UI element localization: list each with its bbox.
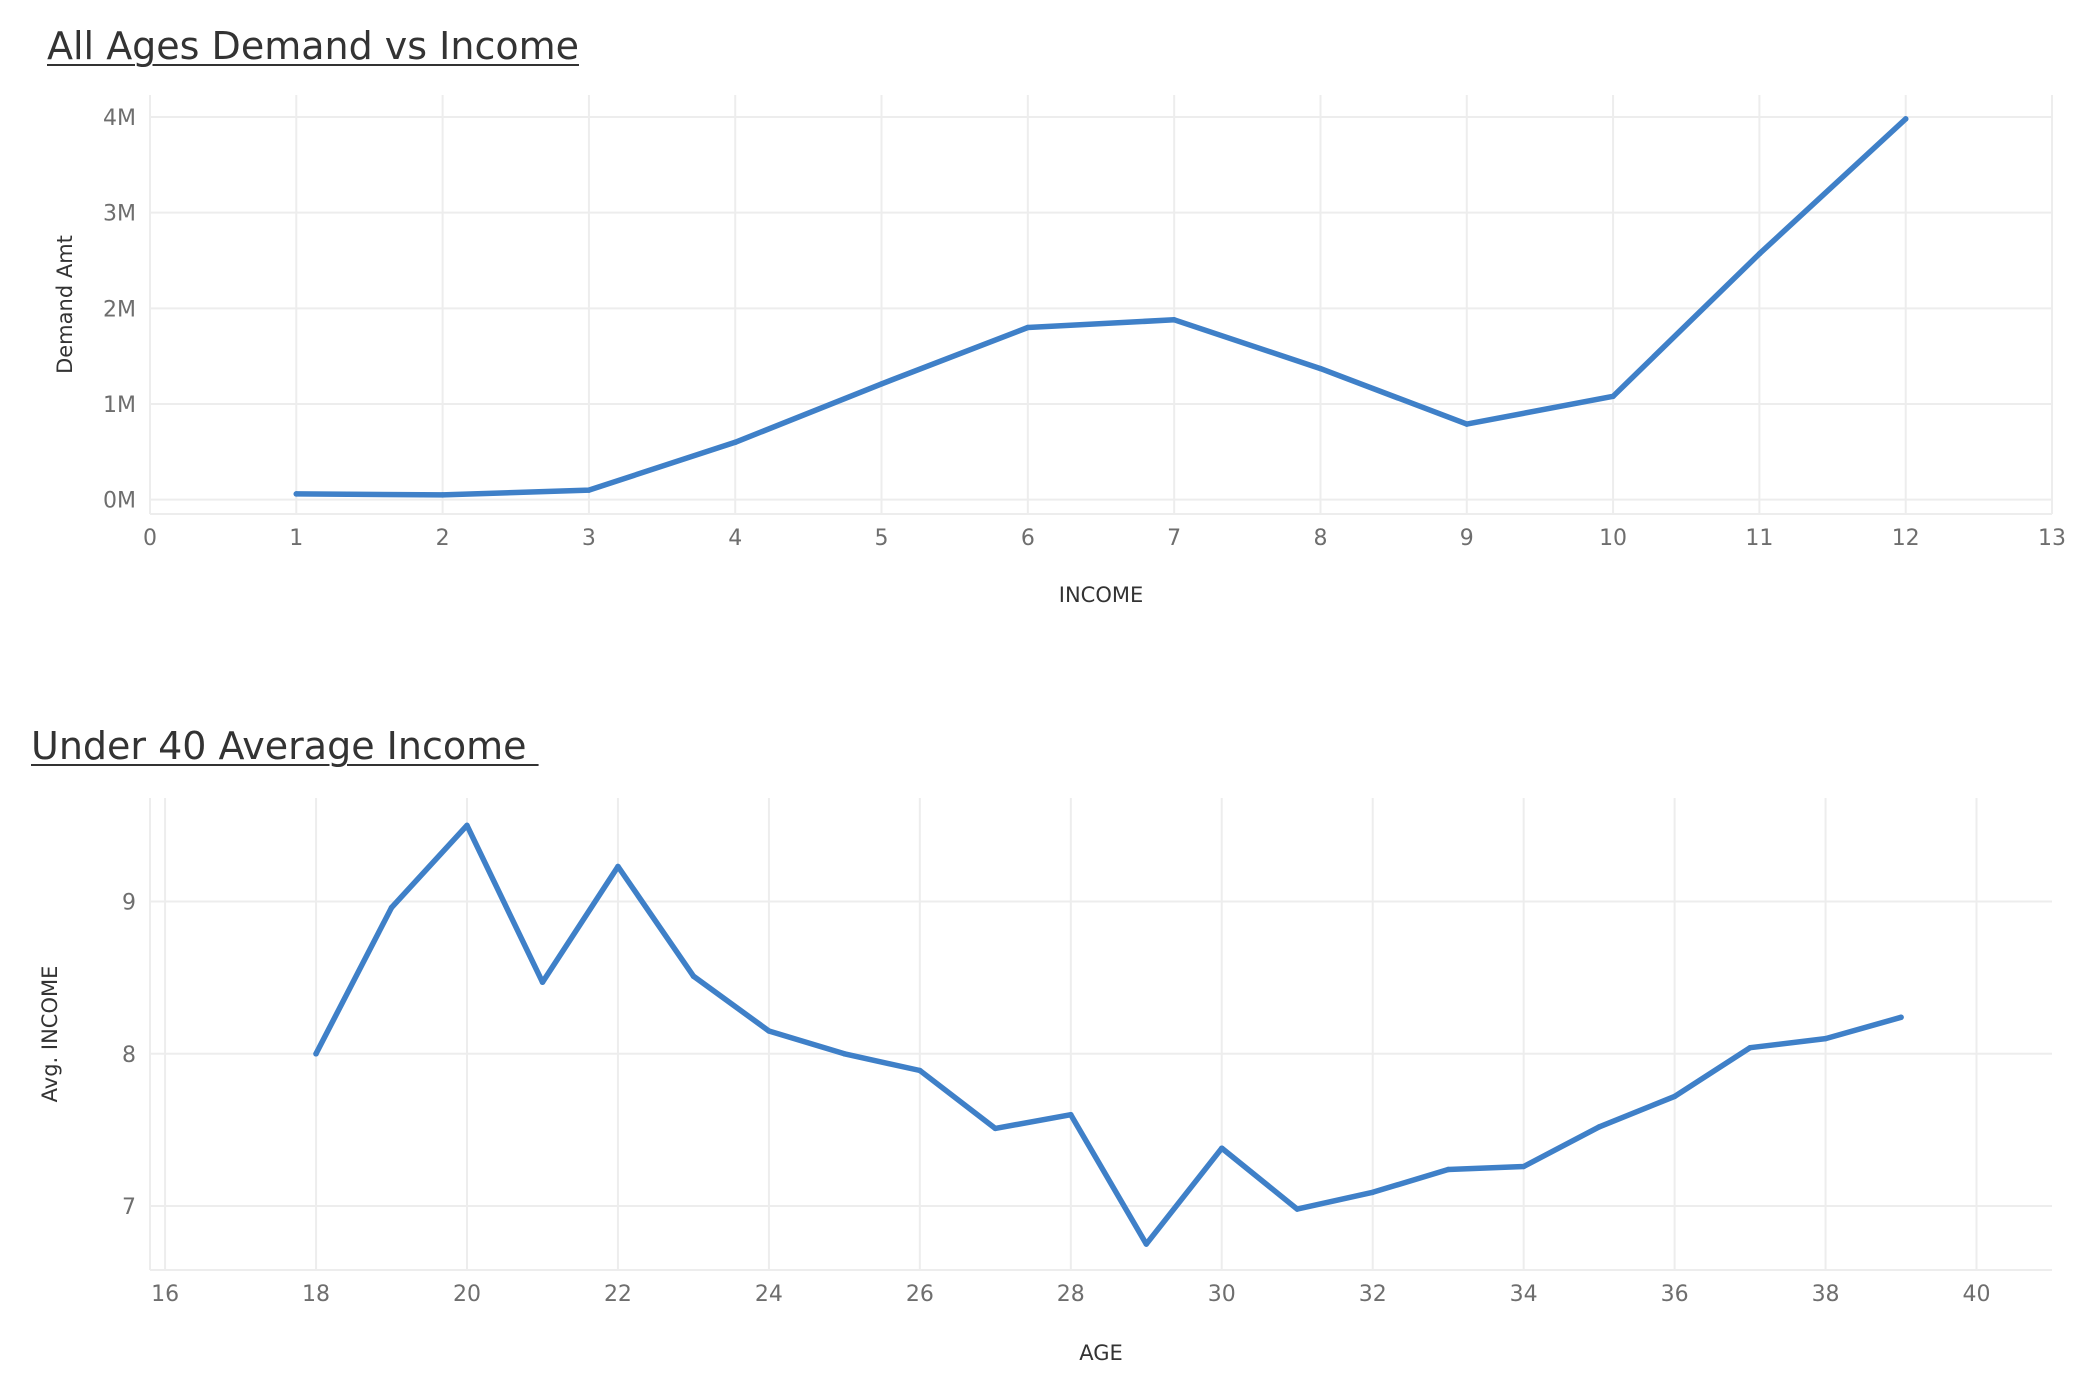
x-tick-label: 7 xyxy=(1167,526,1181,551)
x-tick-label: 36 xyxy=(1661,1282,1689,1307)
x-tick-label: 6 xyxy=(1021,526,1035,551)
x-tick-label: 9 xyxy=(1460,526,1474,551)
data-point xyxy=(1610,393,1616,400)
data-point xyxy=(1822,1035,1829,1042)
y-tick-label: 1M xyxy=(103,393,136,418)
y-tick-label: 9 xyxy=(122,891,136,916)
x-tick-label: 26 xyxy=(906,1282,934,1307)
data-point xyxy=(1898,1014,1904,1021)
x-tick-label: 11 xyxy=(1745,526,1773,551)
x-tick-label: 30 xyxy=(1208,1282,1236,1307)
x-tick-label: 34 xyxy=(1510,1282,1538,1307)
y-tick-label: 3M xyxy=(103,202,136,227)
x-tick-label: 38 xyxy=(1812,1282,1840,1307)
data-point xyxy=(690,973,697,979)
data-point xyxy=(1068,1111,1074,1118)
y-tick-label: 0M xyxy=(103,489,136,514)
data-point xyxy=(732,439,738,446)
x-axis-title: AGE xyxy=(1079,1341,1123,1365)
x-tick-label: 16 xyxy=(151,1282,179,1307)
x-axis-title: INCOME xyxy=(1059,583,1143,607)
data-point xyxy=(1143,1241,1150,1247)
data-point xyxy=(841,1051,848,1057)
data-point xyxy=(1294,1206,1300,1212)
chart-title: Under 40 Average Income xyxy=(31,724,539,768)
data-point xyxy=(917,1067,923,1074)
y-axis-title: Avg. INCOME xyxy=(38,966,62,1103)
x-tick-label: 3 xyxy=(582,526,596,551)
x-tick-label: 24 xyxy=(755,1282,783,1307)
data-point xyxy=(1025,324,1031,331)
y-tick-label: 7 xyxy=(122,1195,136,1220)
x-tick-label: 18 xyxy=(302,1282,330,1307)
x-tick-label: 13 xyxy=(2038,526,2066,551)
data-point xyxy=(1219,1145,1225,1151)
data-point xyxy=(464,822,470,829)
data-point xyxy=(1464,421,1470,427)
y-axis-title: Demand Amt xyxy=(53,235,77,374)
x-tick-label: 40 xyxy=(1963,1282,1991,1307)
demand-vs-income-panel: All Ages Demand vs Income 0 1 2 3 4 5 6 7 8 9 10 11… xyxy=(47,24,2066,607)
data-point xyxy=(1596,1124,1602,1130)
chart-title: All Ages Demand vs Income xyxy=(47,24,579,68)
x-tick-label: 28 xyxy=(1057,1282,1085,1307)
x-tick-label: 8 xyxy=(1313,526,1327,551)
data-point xyxy=(766,1028,772,1034)
x-tick-label: 10 xyxy=(1599,526,1627,551)
data-point xyxy=(992,1125,999,1132)
data-point xyxy=(313,1051,319,1057)
data-point xyxy=(388,904,395,911)
demand-vs-income-chart: 0 1 2 3 4 5 6 7 8 9 10 11 12 130M1M2M3M4MINCOMEDemand… xyxy=(53,95,2066,607)
data-point xyxy=(1317,365,1324,372)
x-tick-label: 12 xyxy=(1892,526,1920,551)
data-point xyxy=(1902,116,1909,122)
x-tick-label: 4 xyxy=(728,526,742,551)
data-point xyxy=(1369,1189,1376,1196)
data-point xyxy=(293,491,300,497)
data-point xyxy=(615,863,621,870)
under40-income-chart: 16 18 20 22 24 26 28 30 32 34 36 38 40 7 8 9 AGE Avg. INC… xyxy=(38,798,2052,1365)
data-point xyxy=(878,381,885,387)
x-tick-label: 1 xyxy=(289,526,303,551)
data-point xyxy=(539,979,546,985)
under40-income-panel: Under 40 Average Income 16 18 20 22 24 26 28 30… xyxy=(0,690,2080,1378)
series-line xyxy=(313,822,1904,1247)
data-point xyxy=(1445,1166,1451,1173)
series-line xyxy=(293,116,1909,498)
data-point xyxy=(586,487,592,493)
data-point xyxy=(1747,1044,1753,1051)
data-point xyxy=(1671,1093,1678,1100)
data-point xyxy=(1171,317,1177,323)
x-tick-label: 5 xyxy=(875,526,889,551)
data-point xyxy=(1520,1163,1527,1170)
data-point xyxy=(1756,251,1763,257)
x-tick-label: 20 xyxy=(453,1282,481,1307)
x-tick-label: 2 xyxy=(436,526,450,551)
x-tick-label: 32 xyxy=(1359,1282,1387,1307)
x-tick-label: 22 xyxy=(604,1282,632,1307)
y-tick-label: 4M xyxy=(103,106,136,131)
y-tick-label: 2M xyxy=(103,297,136,322)
data-point xyxy=(439,492,446,498)
y-tick-label: 8 xyxy=(122,1043,136,1068)
x-tick-label: 0 xyxy=(143,526,157,551)
